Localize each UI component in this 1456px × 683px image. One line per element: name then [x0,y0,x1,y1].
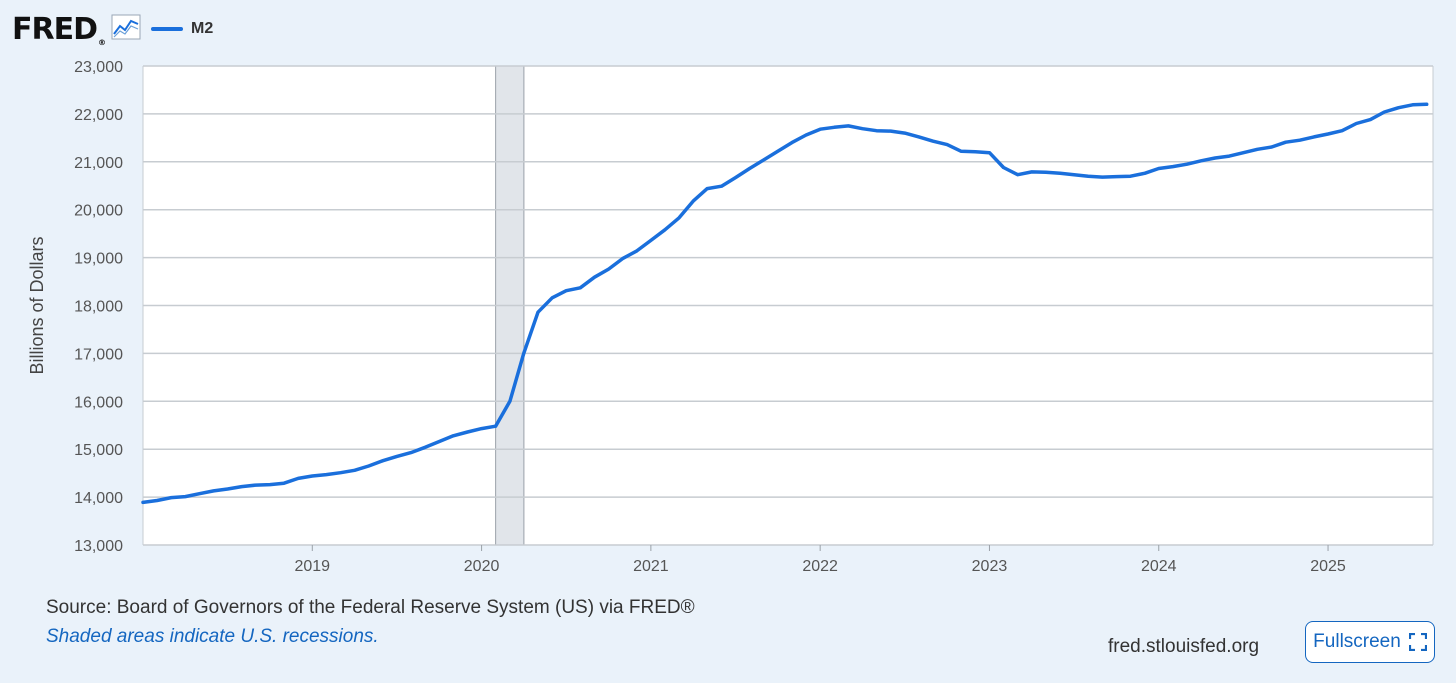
y-tick-label: 17,000 [74,346,123,363]
y-axis-label: Billions of Dollars [27,236,47,374]
fred-url[interactable]: fred.stlouisfed.org [1108,636,1260,657]
x-tick-label: 2021 [633,558,669,575]
chart-legend: M2 [151,20,213,38]
fullscreen-icon [1408,632,1427,652]
line-chart: 13,000 14,000 15,000 16,000 17,000 18,000 19,0… [27,59,1434,575]
fullscreen-button[interactable]: Fullscreen [1305,621,1435,663]
y-tick-label: 20,000 [74,203,123,220]
y-tick-label: 15,000 [74,442,123,459]
x-tick-label: 2019 [294,558,330,575]
x-tick-label: 2023 [972,558,1008,575]
chart-header: FRED® M2 [12,10,213,48]
line-graph-icon [111,14,141,45]
x-tick-label: 2025 [1310,558,1346,575]
y-tick-label: 18,000 [74,299,123,316]
x-tick-label: 2024 [1141,558,1177,575]
y-tick-label: 13,000 [74,538,123,555]
y-tick-label: 14,000 [74,490,123,507]
source-note: Source: Board of Governors of the Federa… [46,597,695,618]
y-tick-label: 19,000 [74,251,123,268]
x-tick-label: 2020 [464,558,500,575]
legend-label-m2: M2 [191,20,214,37]
y-tick-label: 16,000 [74,394,123,411]
y-tick-label: 22,000 [74,107,123,124]
fred-logo[interactable]: FRED® [12,11,106,47]
recession-note: Shaded areas indicate U.S. recessions. [46,626,379,647]
y-tick-label: 23,000 [74,59,123,76]
series-line-m2 [141,102,1429,505]
legend-swatch-m2 [151,27,183,31]
fullscreen-label: Fullscreen [1313,631,1401,652]
x-tick-label: 2022 [802,558,838,575]
y-tick-label: 21,000 [74,155,123,172]
